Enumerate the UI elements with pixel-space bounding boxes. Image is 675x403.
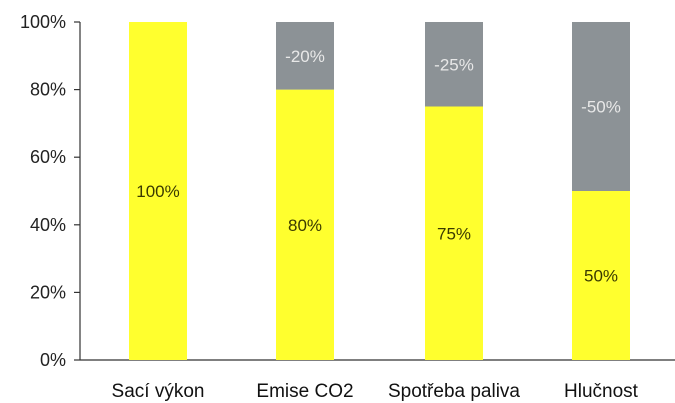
bar-value-label: -25% xyxy=(434,55,474,74)
x-category-label: Spotřeba paliva xyxy=(388,381,520,402)
bar-segment xyxy=(572,191,630,360)
y-tick-label: 20% xyxy=(30,282,66,302)
bar-segment xyxy=(425,22,483,107)
bars-group: 100% 80% -20% 75% -25% 50% -50% xyxy=(129,22,630,360)
bar-value-label: -20% xyxy=(285,47,325,66)
bar-segment xyxy=(425,106,483,360)
x-axis-labels: Sací výkon Emise CO2 Spotřeba paliva Hlučno… xyxy=(112,381,639,402)
bar-value-label: 75% xyxy=(437,224,471,243)
bar-segment xyxy=(276,22,334,90)
bar-value-label: 100% xyxy=(136,182,179,201)
x-category-label: Hlučnost xyxy=(564,381,639,402)
x-category-label: Sací výkon xyxy=(112,381,205,402)
x-category-label: Emise CO2 xyxy=(256,381,353,402)
bar-segment xyxy=(276,89,334,360)
y-tick-label: 100% xyxy=(20,12,66,32)
bar-segment xyxy=(572,22,630,191)
bar-value-label: 80% xyxy=(288,216,322,235)
y-axis-ticks: 0% 20% 40% 60% 80% 100% xyxy=(20,12,80,370)
y-tick-label: 80% xyxy=(30,80,66,100)
bar-value-label: -50% xyxy=(581,98,621,117)
y-tick-label: 0% xyxy=(40,350,66,370)
y-tick-label: 60% xyxy=(30,147,66,167)
bar-value-label: 50% xyxy=(584,267,618,286)
y-tick-label: 40% xyxy=(30,215,66,235)
bar-segment xyxy=(129,22,187,360)
